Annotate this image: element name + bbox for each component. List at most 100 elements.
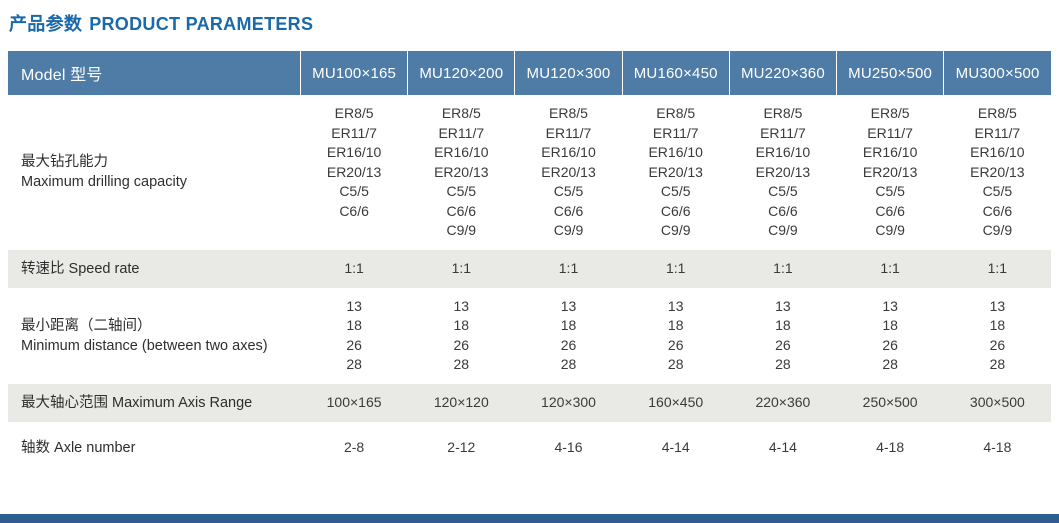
value-line: C5/5 bbox=[553, 183, 584, 199]
value-line: 13 bbox=[882, 297, 898, 314]
value-line: C9/9 bbox=[553, 222, 584, 238]
value-line: 13 bbox=[989, 297, 1006, 314]
value-line: ER16/10 bbox=[755, 144, 811, 160]
row-label-max-drilling-capacity: 最大钻孔能力 Maximum drilling capacity bbox=[8, 95, 301, 250]
row-label-line: 最小距离（二轴间） bbox=[21, 317, 152, 334]
value-line: 13 bbox=[667, 297, 684, 314]
value-line: 13 bbox=[453, 297, 470, 314]
row-label-line: Maximum drilling capacity bbox=[21, 174, 187, 191]
table-row-maximum-axis-range: 最大轴心范围 Maximum Axis Range 100×165 120×120 1… bbox=[8, 383, 1051, 422]
column-header: MU120×300 bbox=[514, 51, 623, 95]
axle-number-value: 4-14 bbox=[729, 422, 836, 480]
table-row-minimum-distance: 最小距离（二轴间） Minimum distance (between two a… bbox=[8, 288, 1051, 384]
value-line: ER20/13 bbox=[970, 163, 1025, 180]
row-label-maximum-axis-range: 最大轴心范围 Maximum Axis Range bbox=[8, 384, 301, 422]
max-drilling-capacity-value: ER8/5 ER11/7 ER16/10 ER20/13 C5/5 C6/6 C9/9 bbox=[408, 95, 515, 250]
value-line: 1:1 bbox=[773, 259, 793, 276]
value-line: C5/5 bbox=[768, 183, 798, 199]
row-label-speed-rate: 转速比 Speed rate bbox=[8, 250, 301, 288]
value-line: C6/6 bbox=[875, 202, 905, 219]
column-header: MU100×165 bbox=[299, 51, 408, 95]
speed-rate-value: 1:1 bbox=[301, 250, 408, 288]
value-line: 28 bbox=[989, 356, 1006, 372]
maximum-axis-range-value: 160×450 bbox=[622, 384, 729, 422]
value-line: C5/5 bbox=[660, 183, 691, 199]
value-line: ER11/7 bbox=[545, 124, 592, 141]
product-parameters-table: Model 型号 MU100×165 MU120×200 MU120×300 MU160… bbox=[8, 51, 1051, 480]
value-line: ER20/13 bbox=[541, 163, 596, 180]
speed-rate-value: 1:1 bbox=[729, 250, 836, 288]
value-line: 2-8 bbox=[343, 438, 365, 455]
value-line: 1:1 bbox=[451, 259, 472, 276]
max-drilling-capacity-value: ER8/5 ER11/7 ER16/10 ER20/13 C5/5 C6/6 C9/9 bbox=[515, 95, 622, 250]
value-line: 160×450 bbox=[648, 393, 704, 410]
value-line: ER8/5 bbox=[549, 105, 588, 121]
value-line: 18 bbox=[346, 317, 362, 333]
maximum-axis-range-value: 100×165 bbox=[301, 384, 408, 422]
axle-number-value: 4-18 bbox=[944, 422, 1051, 480]
row-label-line: 最大钻孔能力 bbox=[21, 154, 108, 171]
table-row-axle-number: 轴数 Axle number 2-8 2-12 4-16 4-14 4-14 4-18 4-1… bbox=[8, 422, 1051, 480]
column-header: MU160×450 bbox=[621, 51, 730, 95]
value-line: C6/6 bbox=[660, 202, 691, 219]
value-line: 26 bbox=[667, 336, 684, 353]
value-line: C9/9 bbox=[768, 222, 798, 238]
footer-accent-bar bbox=[0, 514, 1059, 523]
value-line: ER8/5 bbox=[334, 105, 374, 121]
value-line: 300×500 bbox=[969, 393, 1025, 410]
value-line: C6/6 bbox=[339, 202, 369, 219]
axle-number-value: 2-8 bbox=[301, 422, 408, 480]
model-column-header: Model 型号 bbox=[8, 51, 301, 95]
value-line: C9/9 bbox=[446, 222, 477, 238]
speed-rate-value: 1:1 bbox=[837, 250, 944, 288]
value-line: ER11/7 bbox=[760, 124, 806, 141]
page-title: 产品参数 PRODUCT PARAMETERS bbox=[9, 10, 1059, 36]
value-line: 28 bbox=[775, 356, 791, 372]
value-line: ER20/13 bbox=[326, 163, 382, 180]
table-header: Model 型号 MU100×165 MU120×200 MU120×300 MU160… bbox=[8, 51, 1051, 95]
value-line: 26 bbox=[560, 336, 577, 353]
maximum-axis-range-value: 120×300 bbox=[515, 384, 622, 422]
value-line: ER11/7 bbox=[652, 124, 699, 141]
value-line: 13 bbox=[775, 297, 791, 314]
column-header: MU120×200 bbox=[407, 51, 515, 95]
value-line: C9/9 bbox=[875, 222, 905, 238]
axle-number-value: 4-16 bbox=[515, 422, 622, 480]
speed-rate-value: 1:1 bbox=[408, 250, 515, 288]
value-line: 1:1 bbox=[880, 259, 900, 276]
value-line: ER8/5 bbox=[763, 105, 803, 121]
value-line: ER16/10 bbox=[326, 144, 382, 160]
value-line: 1:1 bbox=[344, 259, 364, 276]
value-line: C5/5 bbox=[982, 183, 1013, 199]
value-line: ER11/7 bbox=[331, 124, 377, 141]
value-line: 18 bbox=[453, 317, 470, 333]
table-row-speed-rate: 转速比 Speed rate 1:1 1:1 1:1 1:1 1:1 1:1 1:1 bbox=[8, 249, 1051, 288]
minimum-distance-value: 13 18 26 28 bbox=[837, 288, 944, 384]
value-line: 100×165 bbox=[326, 393, 382, 410]
axle-number-value: 4-14 bbox=[622, 422, 729, 480]
max-drilling-capacity-value: ER8/5 ER11/7 ER16/10 ER20/13 C5/5 C6/6 C9/9 bbox=[944, 95, 1051, 250]
page-title-zh: 产品参数 bbox=[9, 14, 83, 34]
value-line: ER8/5 bbox=[441, 105, 481, 121]
row-label-axle-number: 轴数 Axle number bbox=[8, 422, 301, 480]
value-line: 26 bbox=[989, 336, 1006, 353]
value-line: 13 bbox=[560, 297, 577, 314]
value-line: 120×300 bbox=[541, 393, 596, 410]
value-line: ER8/5 bbox=[977, 105, 1017, 121]
value-line: 4-14 bbox=[661, 438, 690, 455]
value-line: 18 bbox=[667, 317, 684, 333]
value-line: 1:1 bbox=[665, 259, 686, 276]
value-line: 1:1 bbox=[987, 259, 1008, 276]
max-drilling-capacity-value: ER8/5 ER11/7 ER16/10 ER20/13 C5/5 C6/6 C9/9 bbox=[729, 95, 836, 250]
value-line: 4-18 bbox=[983, 438, 1012, 455]
value-line: C6/6 bbox=[768, 202, 798, 219]
table-row-max-drilling-capacity: 最大钻孔能力 Maximum drilling capacity ER8/5 ER11… bbox=[8, 95, 1051, 250]
value-line: ER16/10 bbox=[862, 144, 918, 160]
value-line: C5/5 bbox=[339, 183, 369, 199]
row-label-line: 转速比 Speed rate bbox=[21, 260, 140, 277]
speed-rate-value: 1:1 bbox=[515, 250, 622, 288]
value-line: ER16/10 bbox=[434, 144, 489, 160]
value-line: ER16/10 bbox=[970, 144, 1025, 160]
value-line: 28 bbox=[453, 356, 470, 372]
value-line: 250×500 bbox=[862, 393, 918, 410]
